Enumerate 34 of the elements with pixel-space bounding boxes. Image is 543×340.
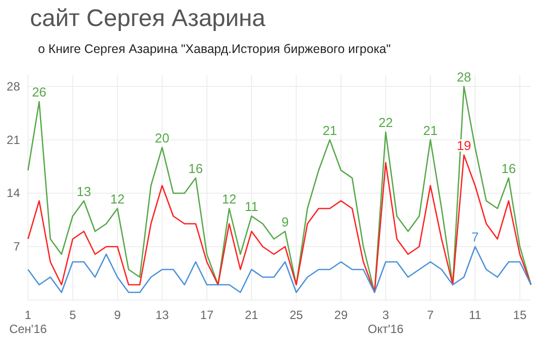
chart-title: сайт Сергея Азарина <box>30 5 266 32</box>
y-tick-label: 14 <box>6 186 20 200</box>
y-tick-label: 21 <box>6 132 20 147</box>
data-label: 12 <box>222 191 236 206</box>
line-series <box>27 154 532 294</box>
data-label: 22 <box>378 115 393 130</box>
x-tick-label: 7 <box>427 308 434 322</box>
data-label: 21 <box>322 122 338 138</box>
x-tick-label: 21 <box>244 308 259 322</box>
data-label: 13 <box>76 184 92 199</box>
data-label: 20 <box>154 130 170 146</box>
x-tick-label: 29 <box>334 308 348 322</box>
x-tick-label: 25 <box>290 308 304 322</box>
data-label: 16 <box>188 160 203 176</box>
data-label: 21 <box>423 122 438 138</box>
data-label: 9 <box>281 214 289 230</box>
x-tick-label: 9 <box>114 308 122 322</box>
x-tick-label: 15 <box>513 308 527 322</box>
x-tick-label: 13 <box>155 308 170 322</box>
x-tick-label: 11 <box>468 308 482 322</box>
line-series <box>27 246 532 294</box>
data-label: 16 <box>501 160 516 176</box>
data-label: 26 <box>32 84 46 100</box>
y-tick-label: 7 <box>13 240 20 254</box>
data-label: 7 <box>471 230 479 245</box>
x-tick-label: 3 Окт'16 <box>368 308 404 336</box>
x-tick-label: 17 <box>200 308 214 322</box>
chart-subtitle: о Книге Сергея Азарина "Хавард.История биржевого игрока" <box>38 42 391 56</box>
data-label: 11 <box>244 199 258 214</box>
data-label: 28 <box>456 69 472 84</box>
x-tick-label: 5 <box>69 308 76 322</box>
x-tick-label: 1 Сен'16 <box>9 308 48 336</box>
data-label: 12 <box>110 191 125 206</box>
y-tick-label: 28 <box>6 79 20 94</box>
